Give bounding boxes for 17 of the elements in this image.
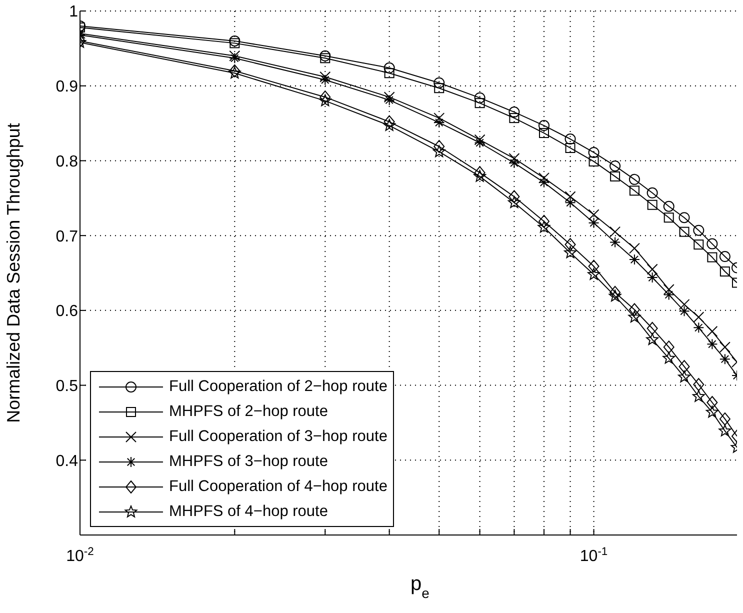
legend-label: Full Cooperation of 4−hop route bbox=[169, 478, 388, 496]
y-tick-label: 0.9 bbox=[56, 78, 78, 96]
x-tick-label: 10$^{-2}$ bbox=[66, 546, 94, 565]
y-tick-label: 1 bbox=[69, 4, 78, 21]
y-tick-label: 0.6 bbox=[56, 303, 78, 320]
legend-label: MHPFS of 4−hop route bbox=[169, 502, 328, 520]
y-tick-label: 0.7 bbox=[56, 228, 78, 246]
y-tick-label: 0.8 bbox=[56, 153, 78, 170]
y-tick-label: 0.4 bbox=[56, 452, 78, 470]
legend-label: MHPFS of 2−hop route bbox=[169, 402, 328, 420]
y-tick-label: 0.5 bbox=[56, 378, 78, 395]
legend-label: MHPFS of 3−hop route bbox=[169, 452, 328, 470]
x-tick-label: 10$^{-1}$ bbox=[580, 546, 608, 565]
legend-label: Full Cooperation of 3−hop route bbox=[169, 428, 388, 446]
y-axis-title: Normalized Data Session Throughput bbox=[3, 123, 24, 423]
legend-label: Full Cooperation of 2−hop route bbox=[169, 378, 388, 396]
x-axis-title: p$_{e}$ bbox=[410, 573, 430, 601]
